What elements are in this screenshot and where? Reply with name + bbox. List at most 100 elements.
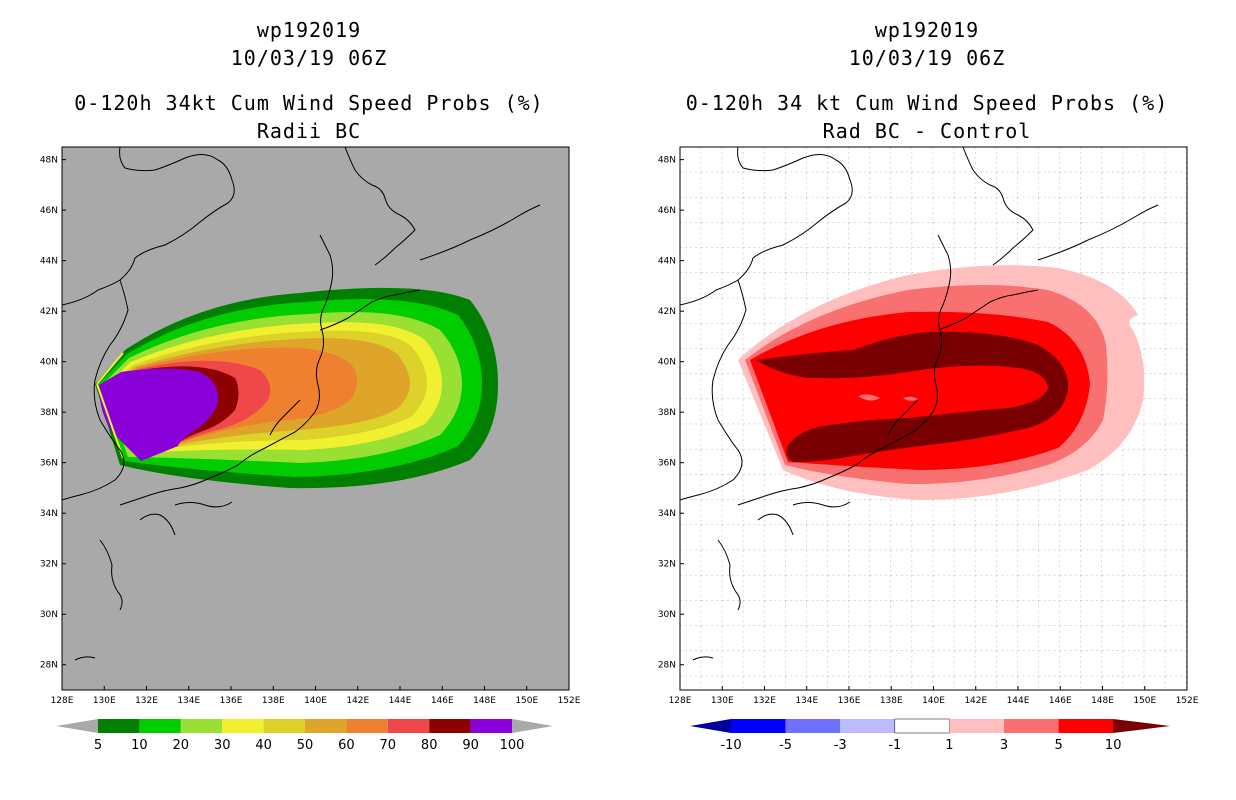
lat-label: 32N	[658, 560, 676, 570]
right-colorbar-label: -1	[888, 738, 901, 753]
left-colorbar-swatch	[222, 719, 264, 733]
left-lon-axis: 128E 130E 132E 134E 136E 138E 140E 142E 144E 146E…	[51, 686, 581, 706]
lon-label: 140E	[922, 696, 945, 706]
right-colorbar-label: 5	[1054, 738, 1062, 753]
lon-label: 128E	[669, 696, 692, 706]
right-difference-field	[738, 265, 1145, 500]
lon-label: 144E	[1007, 696, 1030, 706]
lon-label: 152E	[558, 696, 581, 706]
lon-label: 146E	[1049, 696, 1072, 706]
right-colorbar-swatch	[949, 719, 1004, 733]
lon-label: 130E	[93, 696, 116, 706]
right-lat-axis: 48N 46N 44N 42N 40N 38N 36N 34N 32N 30N 28N	[658, 156, 684, 671]
right-colorbar-swatch	[1004, 719, 1059, 733]
lat-label: 48N	[40, 156, 58, 166]
lon-label: 138E	[262, 696, 285, 706]
lon-label: 132E	[753, 696, 776, 706]
lon-label: 132E	[135, 696, 158, 706]
left-panel: wp192019 10/03/19 06Z 0-120h 34kt Cum Wi…	[40, 18, 581, 753]
right-colorbar-label: -5	[779, 738, 792, 753]
right-colorbar-label: 1	[945, 738, 953, 753]
left-colorbar-high-arrow	[512, 719, 553, 733]
lat-label: 30N	[40, 610, 58, 620]
left-colorbar-label: 40	[255, 738, 272, 753]
left-colorbar-swatch	[139, 719, 181, 733]
lat-label: 40N	[40, 358, 58, 368]
lon-label: 148E	[473, 696, 496, 706]
right-colorbar-swatch	[731, 719, 786, 733]
left-colorbar-label: 10	[131, 738, 148, 753]
diff-band-3-spot	[858, 394, 918, 401]
left-colorbar-swatch	[98, 719, 140, 733]
lon-label: 146E	[431, 696, 454, 706]
lon-label: 144E	[389, 696, 412, 706]
prob-band-edge	[96, 352, 124, 459]
lat-label: 28N	[658, 661, 676, 671]
lon-label: 128E	[51, 696, 74, 706]
left-title-storm: wp192019	[256, 18, 362, 42]
left-colorbar-label: 80	[421, 738, 438, 753]
left-colorbar-label: 30	[214, 738, 231, 753]
right-colorbar-swatch	[840, 719, 895, 733]
right-title-product: 0-120h 34 kt Cum Wind Speed Probs (%)	[685, 91, 1169, 115]
lat-label: 42N	[658, 307, 676, 317]
lon-label: 130E	[711, 696, 734, 706]
left-colorbar-swatch	[180, 719, 223, 733]
left-colorbar-swatch	[470, 719, 512, 733]
left-lat-axis: 48N 46N 44N 42N 40N 38N 36N 34N 32N 30N 28N	[40, 156, 66, 671]
lat-label: 28N	[40, 661, 58, 671]
lat-label: 36N	[40, 459, 58, 469]
right-panel: wp192019 10/03/19 06Z 0-120h 34 kt Cum W…	[618, 0, 1236, 800]
left-colorbar-swatch	[305, 719, 347, 733]
lon-label: 142E	[346, 696, 369, 706]
lon-label: 150E	[1133, 696, 1156, 706]
lat-label: 44N	[40, 257, 58, 267]
lat-label: 46N	[40, 206, 58, 216]
lat-label: 38N	[658, 408, 676, 418]
right-title-date: 10/03/19 06Z	[848, 46, 1006, 70]
lon-label: 142E	[964, 696, 987, 706]
left-colorbar-label: 20	[173, 738, 190, 753]
left-colorbar-label: 50	[297, 738, 314, 753]
lat-label: 36N	[658, 459, 676, 469]
left-colorbar-label: 100	[500, 738, 525, 753]
left-colorbar-swatch	[429, 719, 471, 733]
left-colorbar-low-arrow	[56, 719, 98, 733]
left-probability-field	[95, 287, 498, 489]
lon-label: 138E	[880, 696, 903, 706]
lat-label: 44N	[658, 257, 676, 267]
prob-band-90	[99, 368, 219, 461]
left-colorbar-label: 5	[94, 738, 102, 753]
lat-label: 40N	[658, 358, 676, 368]
diff-band-5-inner	[807, 365, 1048, 420]
right-title-storm: wp192019	[874, 18, 980, 42]
left-title-date: 10/03/19 06Z	[230, 46, 388, 70]
lon-label: 150E	[515, 696, 538, 706]
lon-label: 134E	[177, 696, 200, 706]
lon-label: 148E	[1091, 696, 1114, 706]
right-colorbar-swatch	[894, 718, 950, 734]
right-lon-axis: 128E 130E 132E 134E 136E 138E 140E 142E 144E 146E…	[669, 686, 1199, 706]
diff-band-10	[756, 331, 1069, 462]
right-colorbar-label: 3	[1000, 738, 1008, 753]
lon-label: 140E	[304, 696, 327, 706]
lat-label: 46N	[658, 206, 676, 216]
left-colorbar-label: 70	[380, 738, 397, 753]
lat-label: 38N	[40, 408, 58, 418]
right-colorbar-label: 10	[1105, 738, 1122, 753]
lat-label: 32N	[40, 560, 58, 570]
left-coastlines	[62, 147, 541, 661]
lat-label: 48N	[658, 156, 676, 166]
right-colorbar: -10 -5 -3 -1 1 3 5 10	[690, 718, 1170, 753]
lat-label: 34N	[658, 509, 676, 519]
left-colorbar: 5 10 20 30 40 50 60 70 80 90 100	[56, 719, 553, 753]
left-colorbar-swatch	[387, 719, 430, 733]
lon-label: 152E	[1176, 696, 1199, 706]
right-title-variant: Rad BC - Control	[822, 119, 1032, 143]
left-colorbar-swatch	[346, 719, 388, 733]
left-title-variant: Radii BC	[256, 119, 362, 143]
left-map: 48N 46N 44N 42N 40N 38N 36N 34N 32N 30N 28N 128E 13…	[40, 146, 581, 753]
right-colorbar-low-arrow	[690, 719, 731, 733]
right-colorbar-high-arrow	[1113, 719, 1170, 733]
